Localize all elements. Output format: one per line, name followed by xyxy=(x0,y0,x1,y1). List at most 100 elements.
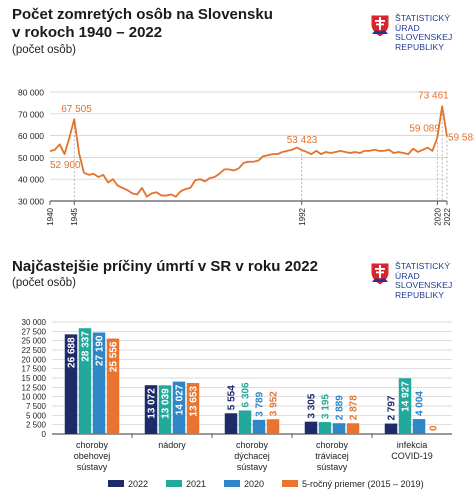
bar xyxy=(172,381,186,434)
bar xyxy=(332,423,346,434)
category-label: COVID-19 xyxy=(391,451,433,461)
y-tick-label: 50 000 xyxy=(18,153,44,163)
bar xyxy=(92,332,106,434)
bar-value-label: 3 195 xyxy=(321,394,332,419)
bar-value-label: 28 337 xyxy=(81,331,92,362)
y-tick-label: 17 500 xyxy=(22,365,47,374)
category-label: infekcia xyxy=(397,440,428,450)
category-label: tráviacej xyxy=(315,451,349,461)
chart2-title: Najčastejšie príčiny úmrtí v SR v roku 2… xyxy=(12,258,318,275)
y-tick-label: 15 000 xyxy=(22,374,47,383)
legend-swatch xyxy=(224,480,240,487)
data-label: 53 423 xyxy=(287,135,318,146)
x-tick-label: 1940 xyxy=(46,207,55,225)
bar-value-label: 2 878 xyxy=(349,395,360,420)
logo2-line-4: REPUBLIKY xyxy=(395,289,445,300)
x-tick-label: 2020 xyxy=(433,207,442,225)
category-label: sústavy xyxy=(237,462,268,472)
bar-value-label: 2 889 xyxy=(335,395,346,420)
bar-value-label: 5 554 xyxy=(227,385,238,410)
bar-value-label: 2 797 xyxy=(387,395,398,420)
legend-swatch xyxy=(166,480,182,487)
logo: ŠTATISTICKÝ ÚRAD SLOVENSKEJ REPUBLIKY xyxy=(370,13,452,52)
bar-value-label: 13 039 xyxy=(161,388,172,419)
logo2-line-3: SLOVENSKEJ xyxy=(395,280,453,291)
data-label: 59 583 xyxy=(448,133,474,144)
bar xyxy=(266,419,280,434)
bar xyxy=(106,338,120,434)
chart1-title-line1: Počet zomretých osôb na Slovensku xyxy=(12,6,273,23)
logo-line-2: ÚRAD xyxy=(395,22,420,33)
category-label: dýchacej xyxy=(234,451,270,461)
bar-value-label: 3 952 xyxy=(269,391,280,416)
logo2-line-2: ÚRAD xyxy=(395,270,420,281)
bar-value-label: 0 xyxy=(429,425,440,431)
bar xyxy=(412,419,426,434)
category-label: choroby xyxy=(236,440,269,450)
category-label: obehovej xyxy=(74,451,111,461)
logo2-line-1: ŠTATISTICKÝ xyxy=(395,261,451,271)
bar-value-label: 13 072 xyxy=(147,388,158,419)
y-tick-label: 5 000 xyxy=(26,411,47,420)
chart2-subtitle: (počet osôb) xyxy=(12,277,76,289)
y-tick-label: 22 500 xyxy=(22,346,47,355)
y-tick-label: 10 000 xyxy=(22,393,47,402)
category-label: choroby xyxy=(76,440,109,450)
data-label: 73 461 xyxy=(418,90,449,101)
bar xyxy=(398,378,412,434)
y-tick-label: 25 000 xyxy=(22,337,47,346)
bar xyxy=(304,421,318,434)
bar xyxy=(238,410,252,434)
bar-value-label: 4 004 xyxy=(415,391,426,416)
category-label: sústavy xyxy=(317,462,348,472)
bar-value-label: 25 556 xyxy=(109,341,120,372)
y-tick-label: 20 000 xyxy=(22,355,47,364)
chart1-title-line2: v rokoch 1940 – 2022 xyxy=(12,24,163,41)
category-label: sústavy xyxy=(77,462,108,472)
y-tick-label: 30 000 xyxy=(22,318,47,327)
legend-label: 5-ročný priemer (2015 – 2019) xyxy=(302,479,424,489)
bar-value-label: 13 653 xyxy=(189,386,200,417)
legend-label: 2021 xyxy=(186,479,206,489)
bar xyxy=(78,328,92,434)
bar xyxy=(252,419,266,434)
y-tick-label: 80 000 xyxy=(18,88,44,98)
bar xyxy=(224,413,238,434)
x-tick-label: 2022 xyxy=(443,207,452,225)
legend-label: 2022 xyxy=(128,479,148,489)
data-label: 59 089 xyxy=(409,124,440,135)
y-tick-label: 2 500 xyxy=(26,421,47,430)
bar xyxy=(186,383,200,434)
logo-line-1: ŠTATISTICKÝ xyxy=(395,13,451,23)
bar-value-label: 6 306 xyxy=(241,382,252,407)
legend-label: 2020 xyxy=(244,479,264,489)
category-label: nádory xyxy=(158,440,186,450)
logo-2: ŠTATISTICKÝ ÚRAD SLOVENSKEJ REPUBLIKY xyxy=(370,261,453,300)
x-tick-label: 1992 xyxy=(298,207,307,225)
bar-value-label: 3 789 xyxy=(255,391,266,416)
category-label: choroby xyxy=(316,440,349,450)
bar xyxy=(346,423,360,434)
chart1-title: Počet zomretých osôb na Slovensku v roko… xyxy=(12,6,273,42)
bar-value-label: 14 027 xyxy=(175,384,186,415)
deaths-series-line xyxy=(49,105,448,198)
chart1-subtitle: (počet osôb) xyxy=(12,44,76,56)
bar-value-label: 26 688 xyxy=(67,337,78,368)
bar xyxy=(144,385,158,434)
logo-line-4: REPUBLIKY xyxy=(395,41,445,52)
x-tick-label: 1945 xyxy=(70,207,79,225)
bar xyxy=(64,334,78,434)
coat-of-arms-icon xyxy=(370,14,390,38)
y-tick-label: 0 xyxy=(42,430,47,439)
y-tick-label: 30 000 xyxy=(18,197,44,207)
y-tick-label: 40 000 xyxy=(18,175,44,185)
bar xyxy=(384,423,398,434)
legend-swatch xyxy=(282,480,298,487)
bar xyxy=(158,385,172,434)
y-tick-label: 70 000 xyxy=(18,109,44,119)
bar-value-label: 14 927 xyxy=(401,381,412,412)
data-label: 52 900 xyxy=(50,160,81,171)
y-tick-label: 12 500 xyxy=(22,383,47,392)
y-tick-label: 27 500 xyxy=(22,327,47,336)
